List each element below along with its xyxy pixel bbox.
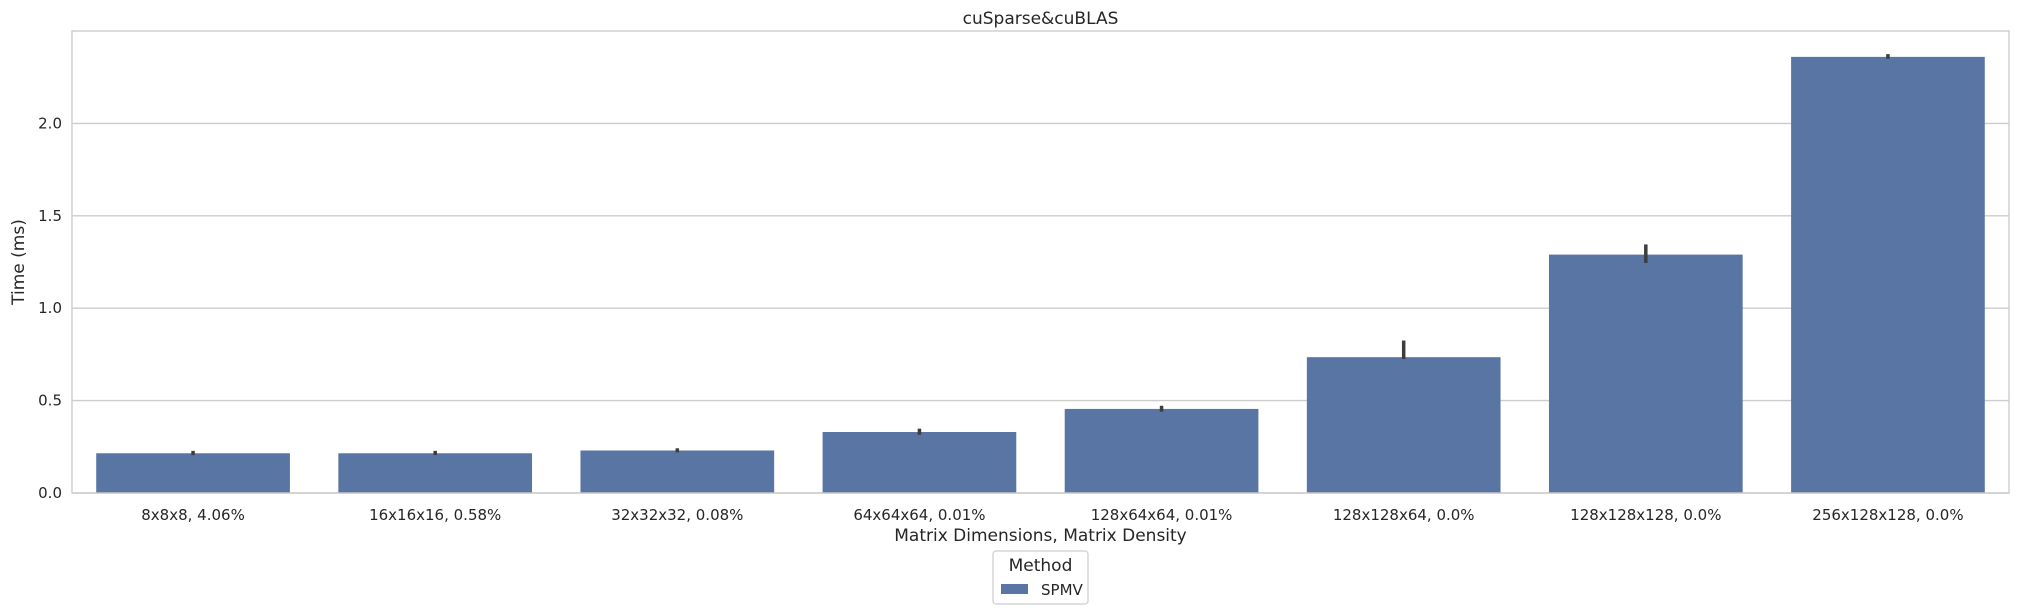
- bar: [1064, 408, 1259, 493]
- y-axis-label: Time (ms): [9, 219, 29, 306]
- y-tick-label: 0.5: [38, 392, 62, 410]
- x-tick-label: 256x128x128, 0.0%: [1812, 506, 1963, 524]
- bars: [96, 56, 1985, 493]
- x-axis-label: Matrix Dimensions, Matrix Density: [894, 526, 1187, 546]
- legend: Method SPMV: [992, 550, 1089, 605]
- y-tick-label: 2.0: [38, 114, 62, 132]
- x-tick-label: 128x128x64, 0.0%: [1333, 506, 1475, 524]
- chart-title: cuSparse&cuBLAS: [963, 9, 1119, 29]
- legend-swatch: [1001, 584, 1028, 594]
- x-tick-label: 8x8x8, 4.06%: [141, 506, 245, 524]
- x-tick-labels: 8x8x8, 4.06% 16x16x16, 0.58% 32x32x32, 0.0…: [141, 506, 1963, 524]
- x-tick-label: 16x16x16, 0.58%: [369, 506, 501, 524]
- legend-label-spmv: SPMV: [1041, 581, 1084, 599]
- x-tick-label: 32x32x32, 0.08%: [611, 506, 743, 524]
- error-bars: [191, 54, 1890, 456]
- bar: [822, 432, 1017, 493]
- x-tick-label: 128x64x64, 0.01%: [1091, 506, 1233, 524]
- plot-frame: [71, 30, 2010, 494]
- bar: [96, 453, 290, 493]
- bar: [1306, 357, 1501, 493]
- y-tick-label: 0.0: [38, 484, 62, 502]
- y-tick-label: 1.5: [38, 207, 62, 225]
- bar: [1548, 254, 1743, 493]
- bar: [1791, 56, 1985, 493]
- y-tick-labels: 0.0 0.5 1.0 1.5 2.0: [38, 114, 62, 502]
- x-tick-label: 128x128x128, 0.0%: [1570, 506, 1721, 524]
- x-tick-label: 64x64x64, 0.01%: [853, 506, 985, 524]
- legend-title: Method: [1009, 556, 1073, 576]
- y-tick-label: 1.0: [38, 299, 62, 317]
- bar: [580, 450, 775, 493]
- bar: [338, 453, 533, 493]
